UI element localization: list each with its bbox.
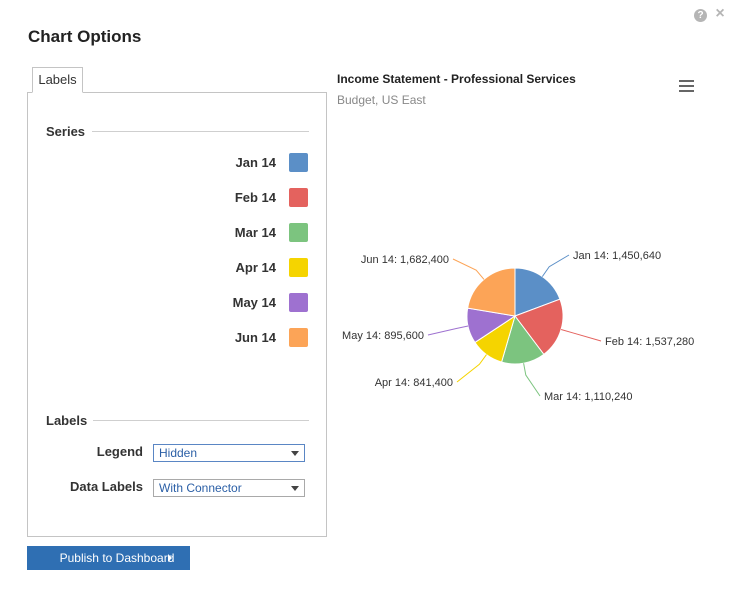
legend-select-value: Hidden xyxy=(159,446,198,460)
labels-divider xyxy=(93,420,309,421)
pie-connector-apr-14 xyxy=(456,354,487,383)
labels-heading: Labels xyxy=(46,413,88,428)
series-color-swatch[interactable] xyxy=(289,293,308,312)
data-labels-label: Data Labels xyxy=(70,479,143,494)
series-color-swatch[interactable] xyxy=(289,328,308,347)
legend-select[interactable]: Hidden xyxy=(153,444,305,462)
data-labels-select[interactable]: With Connector xyxy=(153,479,305,497)
series-label: May 14 xyxy=(232,295,276,310)
chart-subtitle: Budget, US East xyxy=(337,93,426,107)
chevron-down-icon xyxy=(291,486,299,491)
pie-data-label-apr-14: Apr 14: 841,400 xyxy=(375,377,453,389)
publish-to-dashboard-button[interactable]: Publish to Dashboard xyxy=(27,546,190,570)
tab-labels[interactable]: Labels xyxy=(32,67,83,93)
pie-data-label-jan-14: Jan 14: 1,450,640 xyxy=(573,250,661,262)
caret-right-icon xyxy=(168,554,172,562)
series-item-mar-14: Mar 14 xyxy=(168,223,308,245)
series-label: Feb 14 xyxy=(234,190,276,205)
series-color-swatch[interactable] xyxy=(289,153,308,172)
help-icon[interactable]: ? xyxy=(694,9,707,22)
series-label: Mar 14 xyxy=(234,225,276,240)
close-icon[interactable]: × xyxy=(715,5,725,22)
pie-connector-jan-14 xyxy=(541,254,570,277)
series-label: Apr 14 xyxy=(235,260,276,275)
series-heading: Series xyxy=(46,124,86,139)
pie-data-label-jun-14: Jun 14: 1,682,400 xyxy=(361,254,449,266)
series-item-apr-14: Apr 14 xyxy=(168,258,308,280)
series-item-feb-14: Feb 14 xyxy=(168,188,308,210)
series-divider xyxy=(92,131,309,132)
series-label: Jun 14 xyxy=(234,330,276,345)
pie-connector-feb-14 xyxy=(560,329,602,342)
publish-button-label: Publish to Dashboard xyxy=(59,551,175,565)
pie-slice-feb-14[interactable] xyxy=(514,298,564,356)
chevron-down-icon xyxy=(291,451,299,456)
hamburger-menu-icon[interactable] xyxy=(679,80,694,92)
series-color-swatch[interactable] xyxy=(289,188,308,207)
pie-data-label-may-14: May 14: 895,600 xyxy=(342,330,424,342)
pie-connector-may-14 xyxy=(427,325,469,336)
pie-connector-mar-14 xyxy=(523,363,541,397)
legend-label: Legend xyxy=(96,444,143,459)
pie-slice-jan-14[interactable] xyxy=(514,267,561,317)
series-item-jun-14: Jun 14 xyxy=(168,328,308,350)
data-labels-select-value: With Connector xyxy=(159,481,242,495)
pie-slice-jun-14[interactable] xyxy=(467,267,516,317)
pie-data-label-feb-14: Feb 14: 1,537,280 xyxy=(605,336,694,348)
dialog-title: Chart Options xyxy=(28,27,142,46)
options-panel: Series Jan 14 Feb 14 Mar 14 Apr 14 May 1… xyxy=(27,92,327,537)
series-label: Jan 14 xyxy=(235,155,276,170)
series-item-may-14: May 14 xyxy=(168,293,308,315)
series-color-swatch[interactable] xyxy=(289,258,308,277)
pie-data-label-mar-14: Mar 14: 1,110,240 xyxy=(544,391,632,403)
series-item-jan-14: Jan 14 xyxy=(168,153,308,175)
pie-connector-jun-14 xyxy=(452,258,485,280)
series-color-swatch[interactable] xyxy=(289,223,308,242)
chart-title: Income Statement - Professional Services xyxy=(337,72,576,86)
